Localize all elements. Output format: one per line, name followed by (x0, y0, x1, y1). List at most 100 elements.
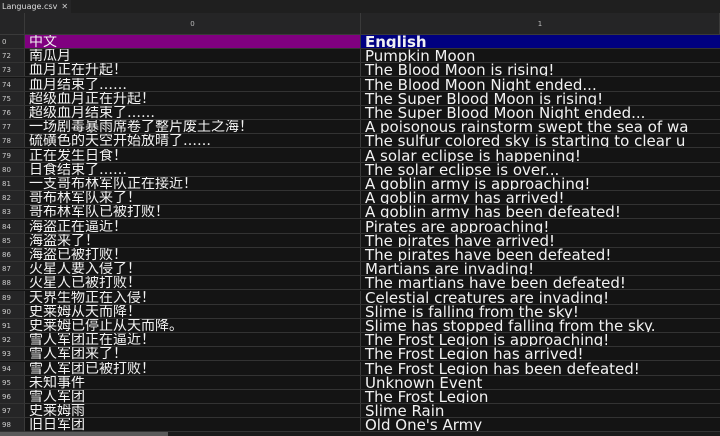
csv-grid: 0 1 0 中文 English 72 南瓜月 Pumpkin Moon 73 血月正在升起！… (0, 13, 720, 436)
cell-english[interactable]: The pirates have arrived! (361, 234, 720, 248)
cell-chinese[interactable]: 火星人已被打败！ (25, 276, 361, 291)
cell-english[interactable]: The Frost Legion has been defeated! (361, 362, 720, 376)
row-number[interactable]: 82 (0, 191, 25, 206)
cell-chinese[interactable]: 史莱姆雨 (25, 404, 361, 419)
horizontal-scrollbar[interactable] (0, 432, 720, 436)
cell-chinese[interactable]: 雪人军团 (25, 390, 361, 404)
corner-header[interactable] (0, 13, 25, 35)
cell-chinese[interactable]: 天界生物正在入侵！ (25, 290, 361, 305)
row-number[interactable]: 83 (0, 205, 25, 220)
table-row: 95 未知事件 Unknown Event (0, 375, 720, 390)
cell-english[interactable]: The Blood Moon Night ended... (361, 78, 720, 92)
cell-chinese[interactable]: 正在发生日食！ (25, 148, 361, 163)
row-number[interactable]: 85 (0, 233, 25, 248)
row-number[interactable]: 78 (0, 134, 25, 149)
cell-english[interactable]: The pirates have been defeated! (361, 248, 720, 262)
cell-chinese[interactable]: 火星人要入侵了！ (25, 262, 361, 277)
cell-english[interactable]: A goblin army has been defeated! (361, 205, 720, 220)
cell-english[interactable]: Unknown Event (361, 376, 720, 390)
cell-english[interactable]: The Frost Legion (361, 390, 720, 404)
cell-english[interactable]: The martians have been defeated! (361, 276, 720, 291)
cell-chinese[interactable]: 旧日军团 (25, 418, 361, 433)
cell-chinese[interactable]: 一支哥布林军队正在接近！ (25, 177, 361, 191)
cell-english[interactable]: Pirates are approaching! (361, 220, 720, 234)
row-number[interactable]: 92 (0, 333, 25, 348)
cell-chinese[interactable]: 超级血月结束了…… (25, 106, 361, 120)
row-number[interactable]: 89 (0, 290, 25, 305)
cell-chinese[interactable]: 中文 (25, 35, 361, 49)
row-number[interactable]: 87 (0, 262, 25, 277)
cell-english[interactable]: Slime is falling from the sky! (361, 305, 720, 319)
cell-english[interactable]: The Super Blood Moon Night ended... (361, 106, 720, 120)
column-header-0[interactable]: 0 (25, 13, 361, 35)
row-number[interactable]: 74 (0, 77, 25, 92)
row-number[interactable]: 84 (0, 219, 25, 234)
row-number[interactable]: 81 (0, 177, 25, 191)
cell-chinese[interactable]: 硫磺色的天空开始放晴了…… (25, 134, 361, 149)
table-row: 78 硫磺色的天空开始放晴了…… The sulfur colored sky is… (0, 134, 720, 149)
cell-english[interactable]: A solar eclipse is happening! (361, 149, 720, 163)
column-header-1[interactable]: 1 (361, 13, 720, 35)
cell-english[interactable]: Slime has stopped falling from the sky. (361, 319, 720, 333)
row-number[interactable]: 75 (0, 91, 25, 106)
cell-english[interactable]: The sulfur colored sky is starting to cl… (361, 134, 720, 149)
cell-chinese[interactable]: 哥布林军队已被打败！ (25, 205, 361, 220)
row-number[interactable]: 0 (0, 35, 25, 49)
table-row: 73 血月正在升起！ The Blood Moon is rising! (0, 63, 720, 78)
cell-chinese[interactable]: 哥布林军队来了！ (25, 191, 361, 206)
row-number[interactable]: 95 (0, 375, 25, 390)
cell-english[interactable]: The Frost Legion has arrived! (361, 347, 720, 362)
row-number[interactable]: 94 (0, 361, 25, 376)
table-row: 80 日食结束了…… The solar eclipse is over... (0, 162, 720, 177)
cell-english[interactable]: English (361, 35, 720, 49)
cell-english[interactable]: Old One's Army (361, 418, 720, 433)
cell-chinese[interactable]: 海盗已被打败！ (25, 248, 361, 262)
row-number[interactable]: 96 (0, 390, 25, 404)
cell-chinese[interactable]: 雪人军团来了！ (25, 347, 361, 362)
cell-english[interactable]: The Frost Legion is approaching! (361, 333, 720, 348)
cell-chinese[interactable]: 超级血月正在升起！ (25, 91, 361, 106)
row-number[interactable]: 93 (0, 347, 25, 362)
row-number[interactable]: 97 (0, 404, 25, 419)
cell-chinese[interactable]: 史莱姆已停止从天而降。 (25, 319, 361, 333)
cell-english[interactable]: The Blood Moon is rising! (361, 63, 720, 78)
cell-english[interactable]: Martians are invading! (361, 262, 720, 277)
row-number[interactable]: 79 (0, 148, 25, 163)
cell-english[interactable]: Celestial creatures are invading! (361, 291, 720, 305)
tab-language-csv[interactable]: Language.csv ✕ (0, 0, 72, 13)
close-icon[interactable]: ✕ (61, 2, 69, 11)
cell-english[interactable]: The solar eclipse is over... (361, 163, 720, 177)
row-number[interactable]: 76 (0, 106, 25, 120)
cell-english[interactable]: A goblin army has arrived! (361, 191, 720, 206)
cell-chinese[interactable]: 未知事件 (25, 375, 361, 390)
cell-chinese[interactable]: 雪人军团已被打败！ (25, 361, 361, 376)
cell-english[interactable]: Slime Rain (361, 404, 720, 419)
table-row: 91 史莱姆已停止从天而降。 Slime has stopped falling f… (0, 319, 720, 333)
cell-chinese[interactable]: 雪人军团正在逼近！ (25, 333, 361, 348)
row-number[interactable]: 77 (0, 120, 25, 135)
row-number[interactable]: 88 (0, 276, 25, 291)
cell-chinese[interactable]: 日食结束了…… (25, 162, 361, 177)
cell-chinese[interactable]: 海盗正在逼近！ (25, 219, 361, 234)
cell-chinese[interactable]: 史莱姆从天而降！ (25, 304, 361, 319)
cell-chinese[interactable]: 血月结束了…… (25, 77, 361, 92)
cell-chinese[interactable]: 一场剧毒暴雨席卷了整片废土之海！ (25, 120, 361, 135)
row-number[interactable]: 80 (0, 162, 25, 177)
cell-chinese[interactable]: 南瓜月 (25, 49, 361, 64)
row-number[interactable]: 86 (0, 248, 25, 262)
row-number[interactable]: 72 (0, 49, 25, 64)
cell-chinese[interactable]: 海盗来了！ (25, 233, 361, 248)
cell-english[interactable]: Pumpkin Moon (361, 49, 720, 64)
scrollbar-thumb[interactable] (0, 432, 168, 436)
cell-english[interactable]: A goblin army is approaching! (361, 177, 720, 191)
row-number[interactable]: 90 (0, 304, 25, 319)
cell-english[interactable]: A poisonous rainstorm swept the sea of w… (361, 120, 720, 135)
tab-bar: Language.csv ✕ (0, 0, 720, 14)
row-number[interactable]: 73 (0, 63, 25, 78)
table-row: 84 海盗正在逼近！ Pirates are approaching! (0, 219, 720, 234)
table-row: 93 雪人军团来了！ The Frost Legion has arrived! (0, 347, 720, 362)
cell-chinese[interactable]: 血月正在升起！ (25, 63, 361, 78)
row-number[interactable]: 91 (0, 319, 25, 333)
cell-english[interactable]: The Super Blood Moon is rising! (361, 92, 720, 106)
row-number[interactable]: 98 (0, 418, 25, 433)
